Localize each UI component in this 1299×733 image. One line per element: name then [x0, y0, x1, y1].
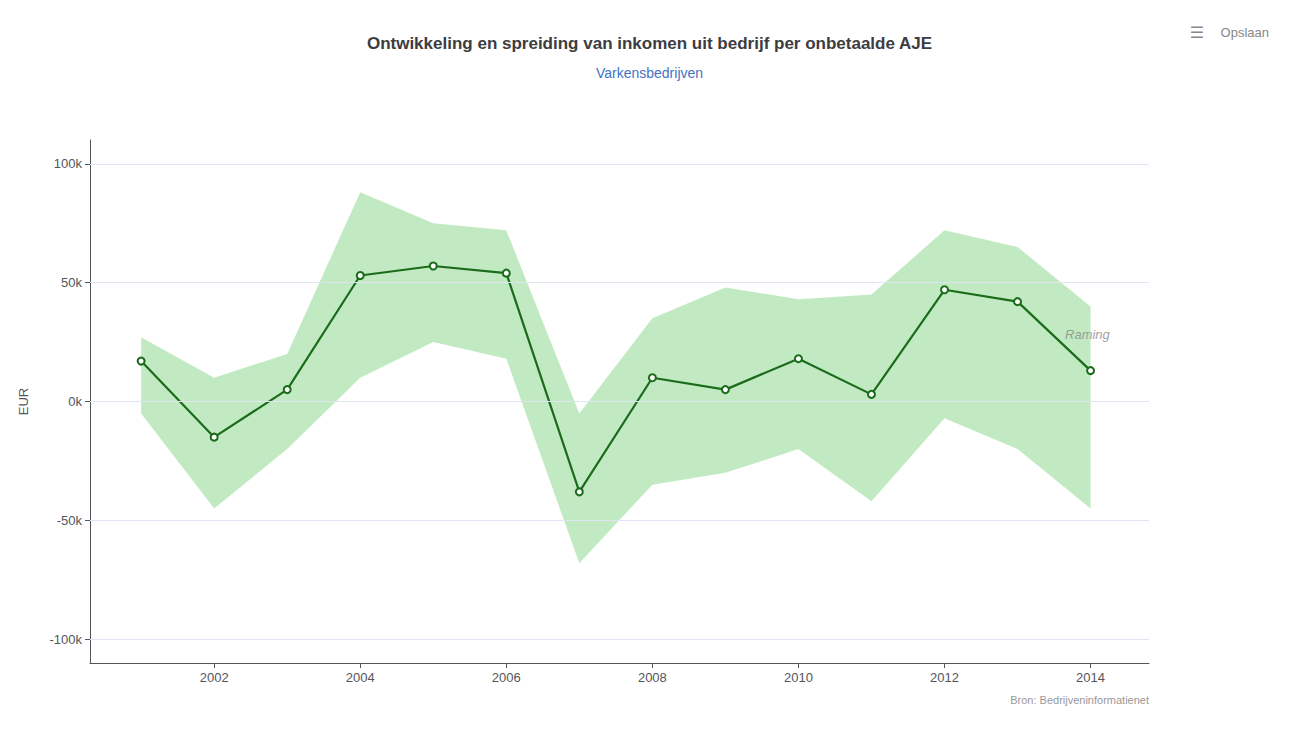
svg-text:2014: 2014 [1076, 670, 1105, 685]
svg-text:-50k: -50k [57, 513, 83, 528]
svg-text:Raming: Raming [1065, 327, 1111, 342]
svg-text:2006: 2006 [492, 670, 521, 685]
svg-text:Opslaan: Opslaan [1221, 25, 1269, 40]
svg-text:0k: 0k [68, 394, 82, 409]
svg-text:2010: 2010 [784, 670, 813, 685]
svg-text:2012: 2012 [930, 670, 959, 685]
svg-text:Varkensbedrijven: Varkensbedrijven [596, 65, 703, 81]
svg-text:Ontwikkeling en spreiding van: Ontwikkeling en spreiding van inkomen ui… [367, 34, 932, 53]
svg-text:Bron: Bedrijveninformatienet: Bron: Bedrijveninformatienet [1010, 694, 1149, 706]
svg-text:EUR: EUR [16, 388, 31, 415]
svg-text:-100k: -100k [49, 632, 82, 647]
svg-text:2004: 2004 [346, 670, 375, 685]
svg-text:2002: 2002 [200, 670, 229, 685]
svg-text:50k: 50k [61, 275, 82, 290]
svg-text:2008: 2008 [638, 670, 667, 685]
svg-text:100k: 100k [54, 156, 83, 171]
svg-text:☰: ☰ [1190, 23, 1204, 42]
